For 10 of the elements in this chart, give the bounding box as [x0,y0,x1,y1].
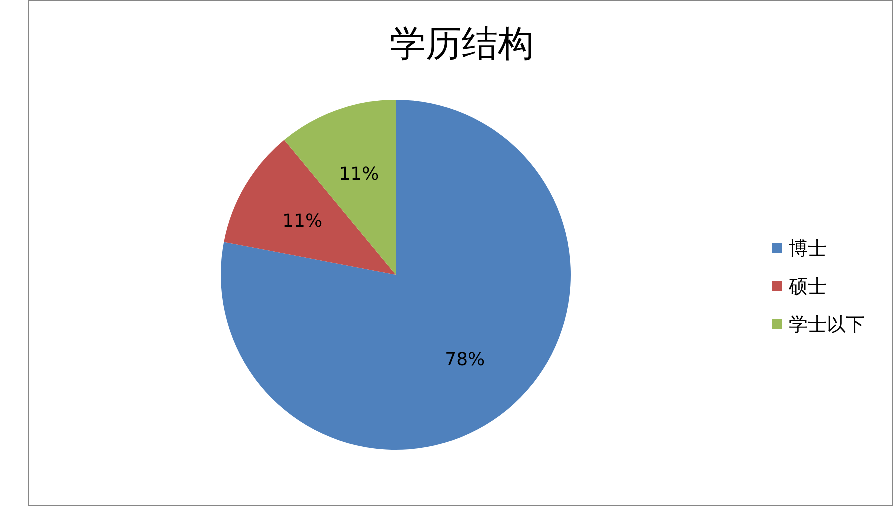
data-label: 11% [282,210,323,232]
chart-title: 学历结构 [390,24,534,65]
legend-label: 硕士 [788,276,827,298]
pie-slice [224,140,396,275]
legend-label: 学士以下 [789,314,865,336]
pie-slice [221,100,571,450]
pie-slice [284,100,396,275]
legend-label: 博士 [789,238,827,260]
data-label: 78% [445,350,486,371]
data-label: 11% [339,164,380,185]
